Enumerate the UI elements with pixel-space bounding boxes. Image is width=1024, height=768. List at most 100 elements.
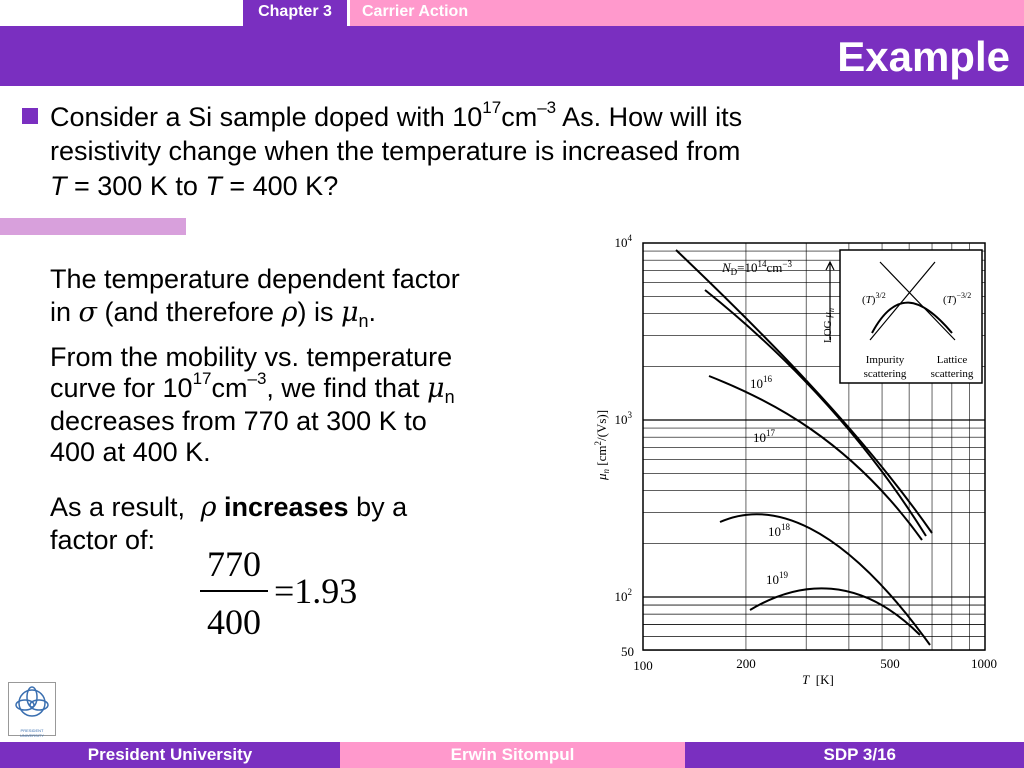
curve [719,513,931,646]
body-line: in σ (and therefore ρ) is μn. [50,296,376,330]
text: The temperature dependent factor [50,264,460,294]
text: 10 [766,572,779,587]
x-tick-label: 200 [736,656,756,671]
text: ( [943,294,947,306]
body-line: decreases from 770 at 300 K to [50,405,427,437]
logo-mark [15,686,49,717]
title-band [0,26,1024,86]
text: Consider a Si sample doped with 10 [50,102,483,132]
plot-frame [642,242,986,651]
inset-label: (T)−3/2 [943,291,971,306]
text: =10 [737,260,757,275]
bullet-square [22,108,38,124]
topic-box: Carrier Action [350,0,1024,26]
curve [749,587,921,636]
footer-text: SDP 3/16 [823,745,896,764]
text: ( [862,294,866,306]
text: [cm [594,446,609,469]
text: n [601,468,611,473]
chapter-box: Chapter 3 [243,0,347,26]
text: μ [427,373,445,404]
text: μ [594,473,609,481]
text: 10 [768,524,781,539]
curve [675,249,933,534]
text: cm [767,260,783,275]
text: by a [348,492,408,522]
text: decreases from 770 at 300 K to [50,406,427,436]
topic: Carrier Action [362,3,469,20]
title: Example [837,33,1010,80]
text: 10 [615,589,628,604]
footer-text: President University [87,745,253,764]
axis-arrow [825,260,835,340]
text: As. How will its [556,102,743,132]
text: T [802,672,810,687]
text: /(Vs)] [594,410,609,441]
y-tick-label: 50 [621,644,634,659]
body-line: As a result, ρ increases by a [50,491,407,524]
text: in [50,297,79,327]
denominator: 400 [207,602,261,642]
text: , we find that [266,373,428,403]
footer-right: SDP 3/16 [685,742,1024,768]
text: T [50,171,67,201]
bullet-line: T = 300 K to T = 400 K? [50,170,338,202]
text: = 300 K to [66,171,206,201]
inset-label: scattering [931,368,974,380]
inset-label: scattering [864,368,907,380]
text: resistivity change when the temperature … [50,136,741,166]
inset-label: (T)3/2 [862,291,886,306]
x-tick-label: 500 [880,656,900,671]
y-tick-label: 103 [615,410,633,427]
inset-label: Impurity [866,354,905,366]
body-line: factor of: [50,524,155,556]
curve-label: ND=1014cm−3 [721,259,792,277]
text: [K] [809,672,834,687]
text: N [721,260,732,275]
mobility-figure: 104 103 102 50 100 200 500 1000 T [K] μn… [593,233,997,687]
curve [708,375,923,541]
logo: PRESIDENT UNIVERSITY [8,682,56,738]
text: From the mobility vs. temperature [50,342,453,372]
text: . [368,297,377,327]
curve [704,289,927,537]
body-line: From the mobility vs. temperature [50,341,452,373]
text: ) is [297,297,341,327]
curves [675,249,933,646]
text: μ [340,297,359,328]
text: 10 [615,235,628,250]
text: 17 [482,98,502,117]
text: curve for 10 [50,373,193,403]
text: ρ [281,297,298,328]
text: T [866,294,873,306]
bullet-line: resistivity change when the temperature … [50,135,740,167]
text: 16 [763,374,773,384]
footer-text: Erwin Sitompul [450,745,575,764]
text: (and therefore [96,297,282,327]
text: 10 [615,412,628,427]
curve-label: 1016 [750,374,773,391]
curve [871,301,953,334]
body-line: 400 at 400 K. [50,436,211,468]
text: 2 [593,441,603,446]
fraction-bar [200,590,268,592]
y-tick-label: 104 [615,233,633,250]
text: cm [211,373,248,403]
curve-label: 1017 [753,428,776,445]
text: 4 [628,233,633,243]
text: 3 [628,410,633,420]
text: 18 [781,522,791,532]
text: n [444,387,455,407]
text: LOG [822,318,834,343]
y-axis-label: μn [cm2/(Vs)] [593,410,611,481]
text: cm [501,102,538,132]
inset-label: Lattice [937,354,968,366]
body-line: curve for 1017cm–3, we find that μn [50,369,455,407]
inset-axis-label: LOG μn [822,308,836,343]
y-tick-label: 102 [615,587,633,604]
text: 14 [758,259,768,269]
text: 400 at 400 K. [50,437,211,467]
text: ) [872,294,876,306]
footer-left: President University [0,742,340,768]
text: 17 [192,369,212,388]
